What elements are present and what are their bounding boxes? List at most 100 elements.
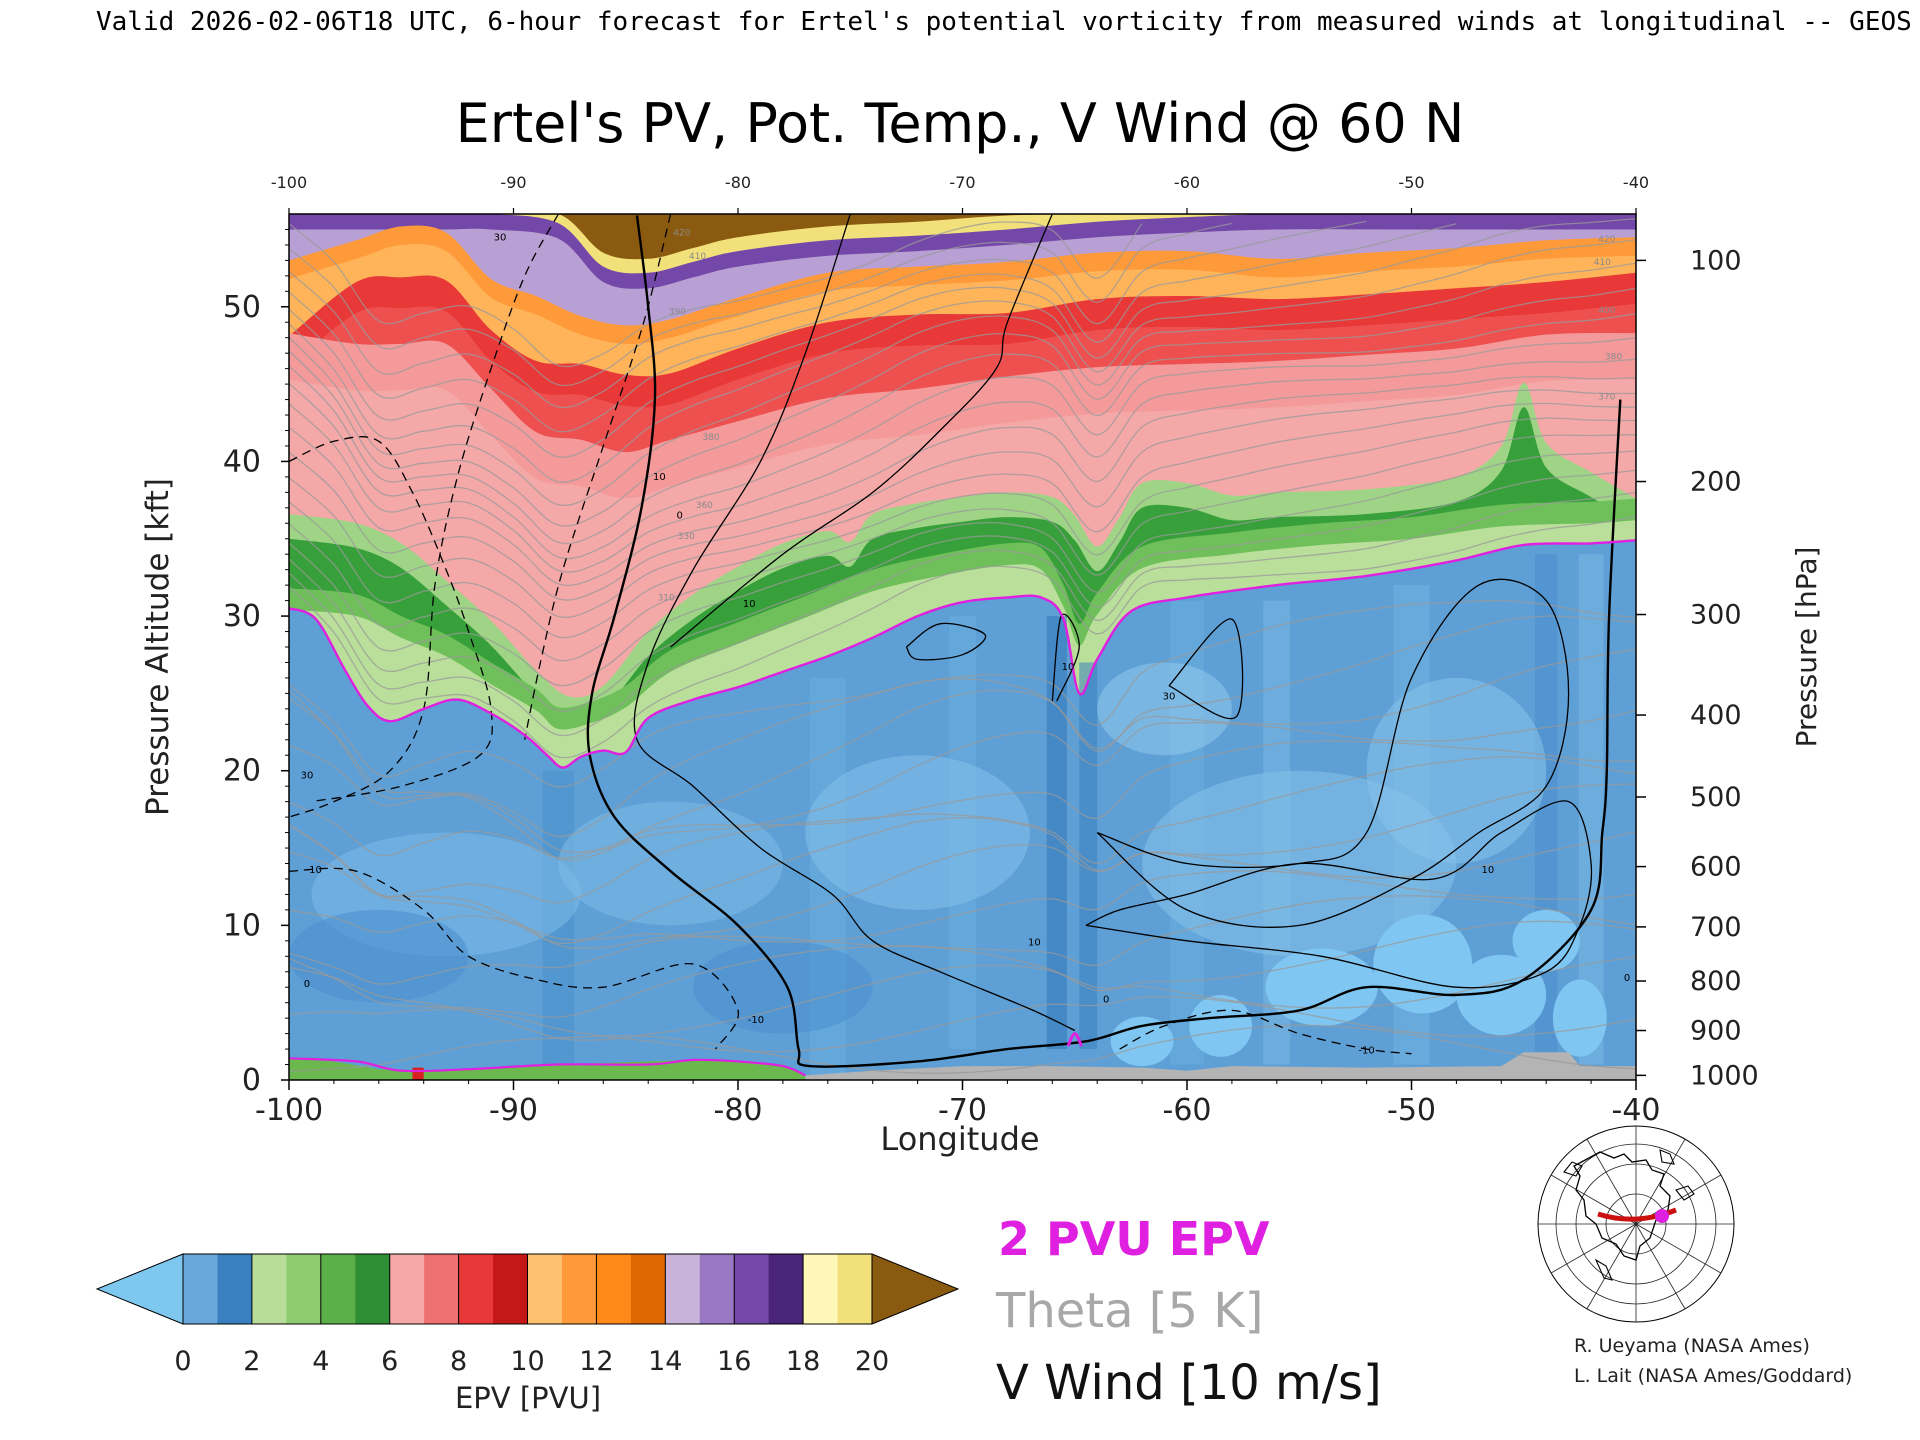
vwind-closed-contour-4 — [1085, 800, 1593, 989]
locator-map — [1537, 1125, 1735, 1323]
x-top-tick-label-4: -60 — [1174, 173, 1200, 192]
colorbar-segment-1 — [217, 1254, 253, 1324]
colorbar-segment-18 — [803, 1254, 839, 1324]
texture-blob-2 — [805, 755, 1030, 910]
x-top-tick-label-5: -50 — [1398, 173, 1424, 192]
colorbar-segment-0 — [183, 1254, 218, 1324]
tropopause-surface-line — [289, 1057, 806, 1077]
vwind-label-3: 10 — [743, 599, 756, 610]
theta-contour-2 — [289, 956, 1636, 1041]
theta-label-3: 380 — [702, 433, 719, 443]
vwind-negative-contour-4 — [1119, 1009, 1412, 1055]
y-tick-label-1: 10 — [223, 908, 261, 943]
colorbar-segment-19 — [837, 1254, 873, 1324]
theta-contour-13 — [289, 599, 1636, 788]
theta-contour-0 — [289, 1024, 1636, 1074]
vwind-label-13: 10 — [1481, 865, 1494, 876]
legend-vwind-label: V Wind [10 m/s] — [996, 1355, 1382, 1411]
theta-label-7: 410 — [1594, 258, 1611, 268]
pressure-tick-label-4: 500 — [1690, 782, 1742, 813]
theta-contour-21 — [289, 389, 1636, 601]
theta-contour-8 — [289, 756, 1636, 904]
pressure-tick-label-0: 100 — [1690, 245, 1742, 276]
vwind-negative-contour-3 — [289, 867, 739, 1050]
tropopause-small-loop — [1066, 1032, 1083, 1047]
vwind-label-11: 0 — [1103, 995, 1109, 1006]
contour-label-layer: 420 410 390 380 360 330 420 410 400 380 370 310 30 10… — [301, 229, 1631, 1057]
pressure-tick-label-8: 900 — [1690, 1016, 1742, 1047]
y-tick-label-4: 40 — [223, 444, 261, 479]
colorbar-tick-label-2: 4 — [312, 1346, 329, 1377]
valid-time-caption: Valid 2026-02-06T18 UTC, 6-hour forecast… — [96, 7, 1912, 37]
colorbar-segment-15 — [699, 1254, 735, 1324]
colorbar-segment-3 — [286, 1254, 322, 1324]
theta-contour-29 — [289, 217, 1636, 458]
vwind-label-5: 30 — [1163, 692, 1176, 703]
theta-contour-10 — [289, 709, 1636, 854]
colorbar-under-triangle — [95, 1253, 184, 1325]
theta-contour-23 — [289, 358, 1636, 573]
y-axis-label: Pressure Altitude [kft] — [140, 478, 176, 816]
vwind-label-0: 30 — [494, 232, 507, 243]
theta-contour-14 — [289, 516, 1636, 759]
theta-contour-9 — [289, 740, 1636, 859]
y2-axis-label: Pressure [hPa] — [1790, 547, 1823, 748]
pressure-tick-label-5: 600 — [1690, 852, 1742, 883]
map-islands — [1563, 1149, 1695, 1281]
legend-pvu-label: 2 PVU EPV — [998, 1212, 1270, 1266]
legend: 2 PVU EPV Theta [5 K] V Wind [10 m/s] — [995, 1212, 1382, 1411]
tropopause-layer — [289, 539, 1636, 1077]
vwind-label-9: -10 — [748, 1015, 764, 1026]
colorbar-tick-label-3: 6 — [381, 1346, 398, 1377]
surface-red-spot — [412, 1067, 424, 1080]
colorbar-segment-5 — [355, 1254, 391, 1324]
x-axis-top: -100 -90 -80 -70 -60 -50 -40 — [271, 173, 1649, 214]
colorbar-over-triangle — [871, 1253, 960, 1325]
y-tick-label-5: 50 — [223, 290, 261, 325]
surface-gray — [805, 1052, 1636, 1080]
vwind-10-contour — [633, 214, 1076, 1032]
colorbar-tick-label-4: 8 — [450, 1346, 467, 1377]
theta-contour-19 — [289, 417, 1636, 639]
theta-contour-3 — [289, 920, 1636, 1018]
map-location-marker — [1655, 1209, 1669, 1223]
vwind-label-4: 10 — [1062, 662, 1075, 673]
vwind-label-6: 30 — [301, 770, 314, 781]
theta-contour-26 — [289, 287, 1636, 527]
colorbar-tick-label-5: 10 — [510, 1346, 544, 1377]
theta-contour-24 — [289, 337, 1636, 560]
colorbar-segment-4 — [320, 1254, 356, 1324]
colorbar: 0 2 4 6 8 10 12 14 16 18 20 — [95, 1253, 960, 1377]
x-top-tick-label-2: -80 — [725, 173, 751, 192]
theta-contour-18 — [289, 434, 1636, 662]
theta-label-6: 420 — [1598, 235, 1615, 245]
pressure-tick-label-9: 1000 — [1690, 1060, 1759, 1091]
colorbar-segment-2 — [251, 1254, 287, 1324]
theta-label-9: 380 — [1605, 352, 1622, 362]
vwind-closed-contour-3 — [1096, 578, 1570, 928]
map-meridian-30 — [1635, 1223, 1722, 1274]
texture-blob-4 — [1366, 677, 1547, 864]
lowlevel-blue-5 — [1512, 909, 1580, 972]
theta-contour-22 — [289, 375, 1636, 587]
texture-layer — [289, 554, 1636, 1080]
map-meridian-120 — [1586, 1223, 1637, 1310]
x-tick-label-3: -70 — [938, 1093, 987, 1128]
theta-contour-6 — [289, 831, 1636, 950]
colorbar-segment-13 — [630, 1254, 666, 1324]
x-tick-label-1: -90 — [489, 1093, 538, 1128]
vwind-label-7: -10 — [306, 865, 322, 876]
theta-label-10: 370 — [1598, 393, 1615, 403]
x-tick-label-6: -40 — [1612, 1093, 1661, 1128]
y-tick-label-2: 20 — [223, 754, 261, 789]
theta-contour-31 — [289, 220, 1367, 409]
theta-contour-20 — [289, 402, 1636, 618]
theta-label-2: 390 — [669, 308, 686, 318]
x-tick-label-4: -60 — [1163, 1093, 1212, 1128]
theta-contour-27 — [289, 262, 1636, 507]
x-axis-label: Longitude — [880, 1120, 1039, 1158]
x-top-tick-label-1: -90 — [500, 173, 526, 192]
vwind-30-contour — [670, 214, 1053, 648]
colorbar-segment-14 — [665, 1254, 701, 1324]
y-tick-label-3: 30 — [223, 599, 261, 634]
